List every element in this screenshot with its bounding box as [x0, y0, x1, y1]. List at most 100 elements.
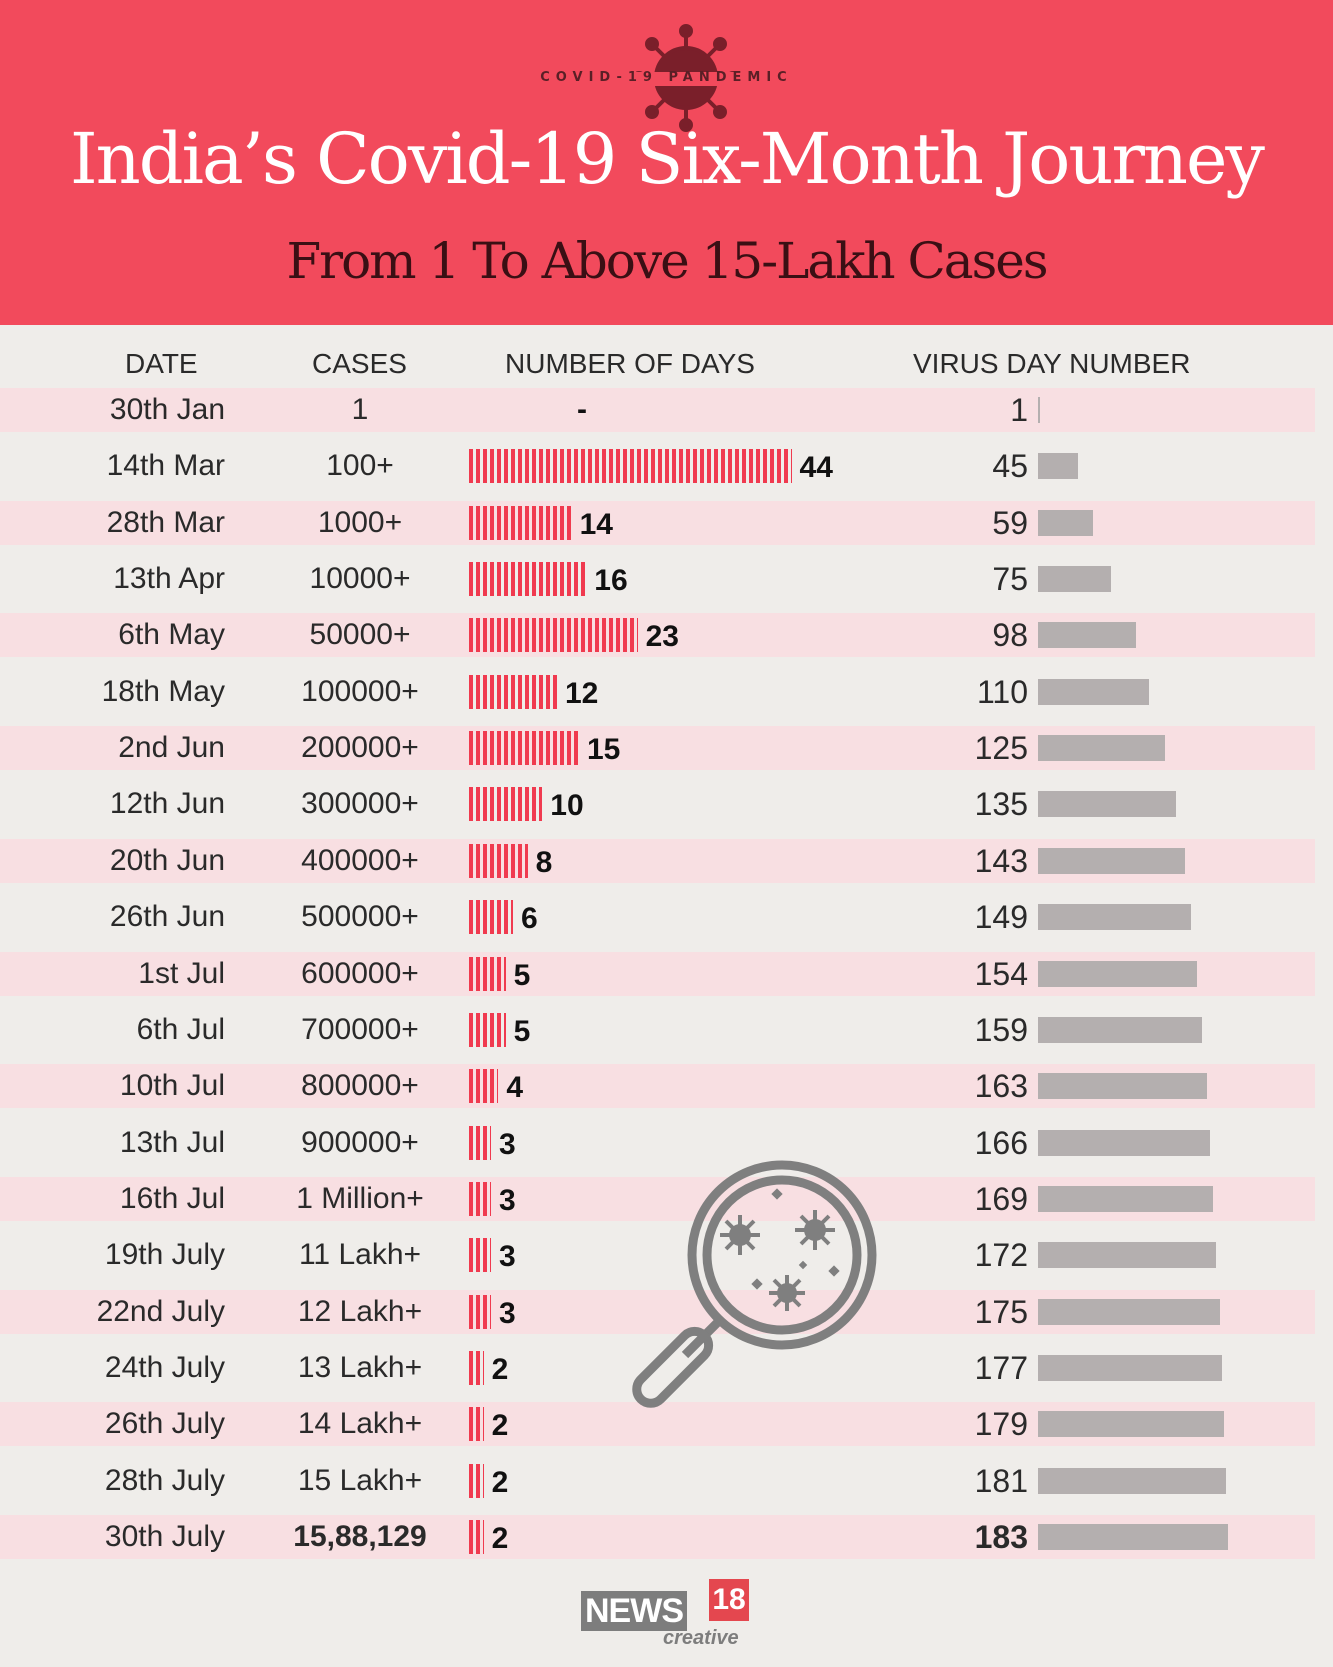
- day-number-label: 1: [1010, 392, 1028, 428]
- cases-label: 100+: [326, 449, 394, 483]
- cases-label: 1000+: [317, 505, 403, 539]
- days-bar: [469, 731, 579, 766]
- day-number-bar: [1038, 735, 1166, 762]
- day-number-bar: [1038, 960, 1197, 987]
- magnifier-germs-icon: [632, 1160, 877, 1408]
- days-value-label: -: [577, 393, 587, 426]
- logo-18-text: 18: [709, 1579, 749, 1621]
- virus-icon: [636, 24, 736, 132]
- days-bar: [469, 505, 572, 540]
- date-label: 6th Jul: [136, 1012, 225, 1046]
- days-value-label: 15: [586, 733, 621, 767]
- days-value-label: 3: [498, 1183, 516, 1217]
- date-label: 18th May: [101, 674, 225, 708]
- days-value-label: 2: [491, 1352, 509, 1386]
- cases-label: 1: [351, 393, 369, 426]
- days-value-label: 44: [799, 451, 833, 485]
- days-bar: [469, 843, 528, 878]
- days-bar: [469, 618, 638, 653]
- day-number-bar: [1038, 509, 1094, 536]
- days-bar: [469, 900, 513, 935]
- day-number-label: 135: [974, 786, 1028, 823]
- day-number-label: 172: [974, 1237, 1028, 1274]
- days-bar: [469, 1350, 484, 1385]
- day-number-bar: [1038, 904, 1192, 931]
- day-number-label: 181: [974, 1462, 1028, 1499]
- day-number-label: 149: [974, 899, 1028, 936]
- table-row-stripe: [0, 388, 1315, 432]
- day-number-label: 75: [992, 561, 1028, 598]
- days-value-label: 3: [498, 1296, 516, 1330]
- days-bar: [469, 674, 557, 709]
- day-number-label: 110: [976, 673, 1028, 710]
- column-header-day-number: VIRUS DAY NUMBER: [913, 348, 1191, 379]
- day-number-bar: [1038, 566, 1111, 593]
- date-label: 28th July: [104, 1463, 225, 1497]
- days-value-label: 5: [513, 958, 531, 992]
- days-bar: [469, 1125, 491, 1160]
- cases-label: 12 Lakh+: [297, 1294, 423, 1328]
- days-bar: [469, 562, 587, 597]
- date-label: 13th Jul: [119, 1125, 225, 1159]
- days-bar: [469, 1463, 484, 1498]
- day-number-label: 159: [974, 1011, 1028, 1048]
- days-value-label: 2: [491, 1465, 509, 1499]
- days-value-label: 2: [491, 1409, 509, 1443]
- day-number-bar: [1038, 622, 1136, 649]
- day-number-label: 45: [992, 448, 1028, 485]
- day-number-label: 59: [992, 504, 1028, 541]
- column-header-cases: CASES: [312, 348, 407, 379]
- days-bar: [469, 1238, 491, 1273]
- days-bar: [469, 1520, 484, 1554]
- day-number-bar: [1038, 1467, 1227, 1494]
- cases-label: 600000+: [301, 956, 419, 990]
- date-label: 26th July: [104, 1407, 225, 1441]
- page-title: India’s Covid-19 Six-Month Journey: [70, 118, 1265, 200]
- cases-label: 200000+: [301, 731, 419, 765]
- date-label: 22nd July: [96, 1294, 225, 1328]
- header-banner: COVID-19 PANDEMIC India’s Covid-19 Six-M…: [0, 0, 1333, 325]
- date-label: 12th Jun: [109, 787, 225, 821]
- days-bar: [469, 449, 792, 484]
- day-number-bar: [1038, 678, 1149, 705]
- days-value-label: 8: [535, 845, 553, 879]
- days-value-label: 23: [645, 620, 679, 654]
- cases-label: 50000+: [309, 618, 411, 652]
- day-number-bar: [1038, 453, 1078, 480]
- date-label: 10th Jul: [119, 1069, 225, 1103]
- cases-label: 15 Lakh+: [297, 1463, 423, 1497]
- column-header-date: DATE: [125, 348, 198, 379]
- day-number-label: 183: [974, 1519, 1028, 1555]
- days-value-label: 14: [579, 507, 613, 541]
- date-label: 24th July: [104, 1350, 225, 1384]
- cases-label: 700000+: [301, 1012, 419, 1046]
- day-number-label: 175: [974, 1293, 1028, 1330]
- day-number-bar: [1038, 1354, 1222, 1381]
- cases-label: 300000+: [301, 787, 419, 821]
- day-number-bar: [1038, 1129, 1210, 1156]
- day-number-label: 166: [974, 1124, 1028, 1161]
- cases-label: 400000+: [301, 843, 419, 877]
- cases-label: 100000+: [301, 674, 419, 708]
- days-bar: [469, 787, 543, 822]
- day-number-bar: [1038, 1242, 1217, 1269]
- day-number-bar: [1038, 1411, 1225, 1438]
- days-value-label: 6: [520, 902, 538, 936]
- day-number-label: 143: [974, 842, 1028, 879]
- day-number-bar: [1038, 1298, 1220, 1325]
- date-label: 13th Apr: [113, 562, 225, 596]
- date-label: 16th Jul: [119, 1181, 225, 1215]
- day-number-bar: [1038, 1185, 1214, 1212]
- day-number-label: 179: [974, 1406, 1028, 1443]
- days-value-label: 3: [498, 1127, 516, 1161]
- days-value-label: 10: [550, 789, 584, 823]
- day-number-bar: [1038, 847, 1185, 874]
- days-value-label: 5: [513, 1014, 531, 1048]
- date-label: 28th Mar: [106, 505, 225, 539]
- date-label: 1st Jul: [138, 956, 225, 990]
- page-subtitle: From 1 To Above 15-Lakh Cases: [286, 232, 1048, 290]
- days-bar: [469, 956, 506, 991]
- logo-news-text: NEWS: [581, 1591, 687, 1631]
- cases-label: 15,88,129: [293, 1520, 427, 1553]
